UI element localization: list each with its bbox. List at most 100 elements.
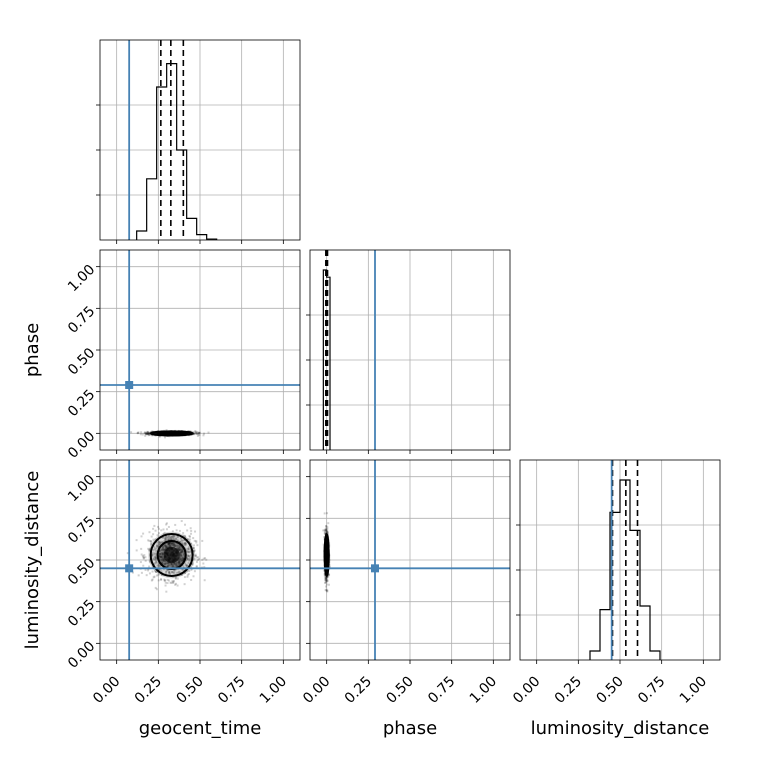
sample-point — [185, 549, 188, 552]
sample-point — [324, 528, 327, 531]
sample-point — [177, 563, 180, 566]
sample-point — [180, 561, 183, 564]
sample-point — [186, 550, 189, 553]
x-tick-label: 0.75 — [425, 674, 458, 707]
sample-point — [326, 578, 329, 581]
sample-point — [173, 538, 176, 541]
sample-point — [159, 555, 162, 558]
sample-point — [143, 432, 146, 435]
sample-point — [176, 577, 179, 580]
sample-point — [324, 530, 327, 533]
sample-point — [168, 544, 171, 547]
sample-point — [172, 564, 175, 567]
sample-point — [183, 571, 186, 574]
sample-point — [325, 562, 328, 565]
sample-point — [157, 525, 160, 528]
sample-point — [151, 553, 154, 556]
sample-point — [184, 541, 187, 544]
sample-point — [162, 556, 165, 559]
sample-point — [163, 558, 166, 561]
sample-point — [150, 542, 153, 545]
sample-point — [325, 527, 328, 530]
truth-marker — [125, 381, 134, 389]
x-axis-label-geocent_time: geocent_time — [139, 718, 262, 739]
panel-frame — [309, 249, 511, 451]
sample-point — [186, 432, 189, 435]
sample-point — [171, 536, 174, 539]
sample-point — [176, 564, 179, 567]
sample-point — [144, 556, 147, 559]
sample-point — [160, 541, 163, 544]
sample-point — [325, 542, 328, 545]
sample-point — [172, 571, 175, 574]
sample-point — [326, 545, 329, 548]
y-tick-label: 0.50 — [65, 555, 98, 588]
sample-point — [322, 543, 325, 546]
sample-point — [183, 542, 186, 545]
sample-point — [148, 565, 151, 568]
sample-point — [169, 545, 172, 548]
sample-point — [126, 552, 129, 555]
sample-point — [171, 544, 174, 547]
sample-point — [325, 544, 328, 547]
sample-point — [151, 570, 154, 573]
sample-point — [152, 538, 155, 541]
sample-point — [325, 570, 328, 573]
sample-point — [167, 561, 170, 564]
sample-point — [167, 546, 170, 549]
sample-point — [179, 432, 182, 435]
truth-marker — [125, 564, 134, 573]
sample-point — [325, 537, 328, 540]
sample-point — [165, 528, 168, 531]
sample-point — [165, 546, 168, 549]
sample-point — [326, 562, 329, 565]
sample-point — [324, 576, 327, 579]
sample-point — [154, 557, 157, 560]
sample-point — [205, 558, 208, 561]
sample-point — [131, 571, 134, 574]
sample-point — [148, 549, 151, 552]
density-level — [163, 546, 180, 564]
sample-point — [160, 432, 163, 435]
sample-point — [165, 546, 168, 549]
panel-frame — [99, 249, 301, 451]
sample-point — [187, 548, 190, 551]
sample-point — [166, 565, 169, 568]
sample-point — [188, 570, 191, 573]
y-tick-label: 0.50 — [65, 345, 98, 378]
sample-point — [195, 566, 198, 569]
sample-point — [325, 545, 328, 548]
sample-point — [178, 549, 181, 552]
sample-point — [144, 433, 147, 436]
sample-point — [185, 556, 188, 559]
sample-point — [178, 432, 181, 435]
sample-point — [175, 546, 178, 549]
sample-point — [326, 512, 329, 515]
sample-point — [177, 562, 180, 565]
sample-point — [325, 569, 328, 572]
sample-point — [154, 549, 157, 552]
sample-point — [187, 538, 190, 541]
sample-point — [162, 432, 165, 435]
sample-point — [325, 563, 328, 566]
sample-point — [136, 432, 139, 435]
sample-point — [173, 565, 176, 568]
sample-point — [140, 431, 143, 434]
sample-point — [152, 548, 155, 551]
sample-point — [179, 548, 182, 551]
sample-point — [181, 547, 184, 550]
sample-point — [178, 548, 181, 551]
sample-point — [190, 568, 193, 571]
sample-point — [141, 433, 144, 436]
sample-point — [177, 539, 180, 542]
sample-point — [325, 544, 328, 547]
sample-point — [322, 529, 325, 532]
sample-point — [162, 560, 165, 563]
sample-point — [180, 573, 183, 576]
sample-point — [183, 538, 186, 541]
sample-point — [146, 432, 149, 435]
sample-point — [325, 538, 328, 541]
sample-point — [325, 580, 328, 583]
sample-point — [161, 557, 164, 560]
